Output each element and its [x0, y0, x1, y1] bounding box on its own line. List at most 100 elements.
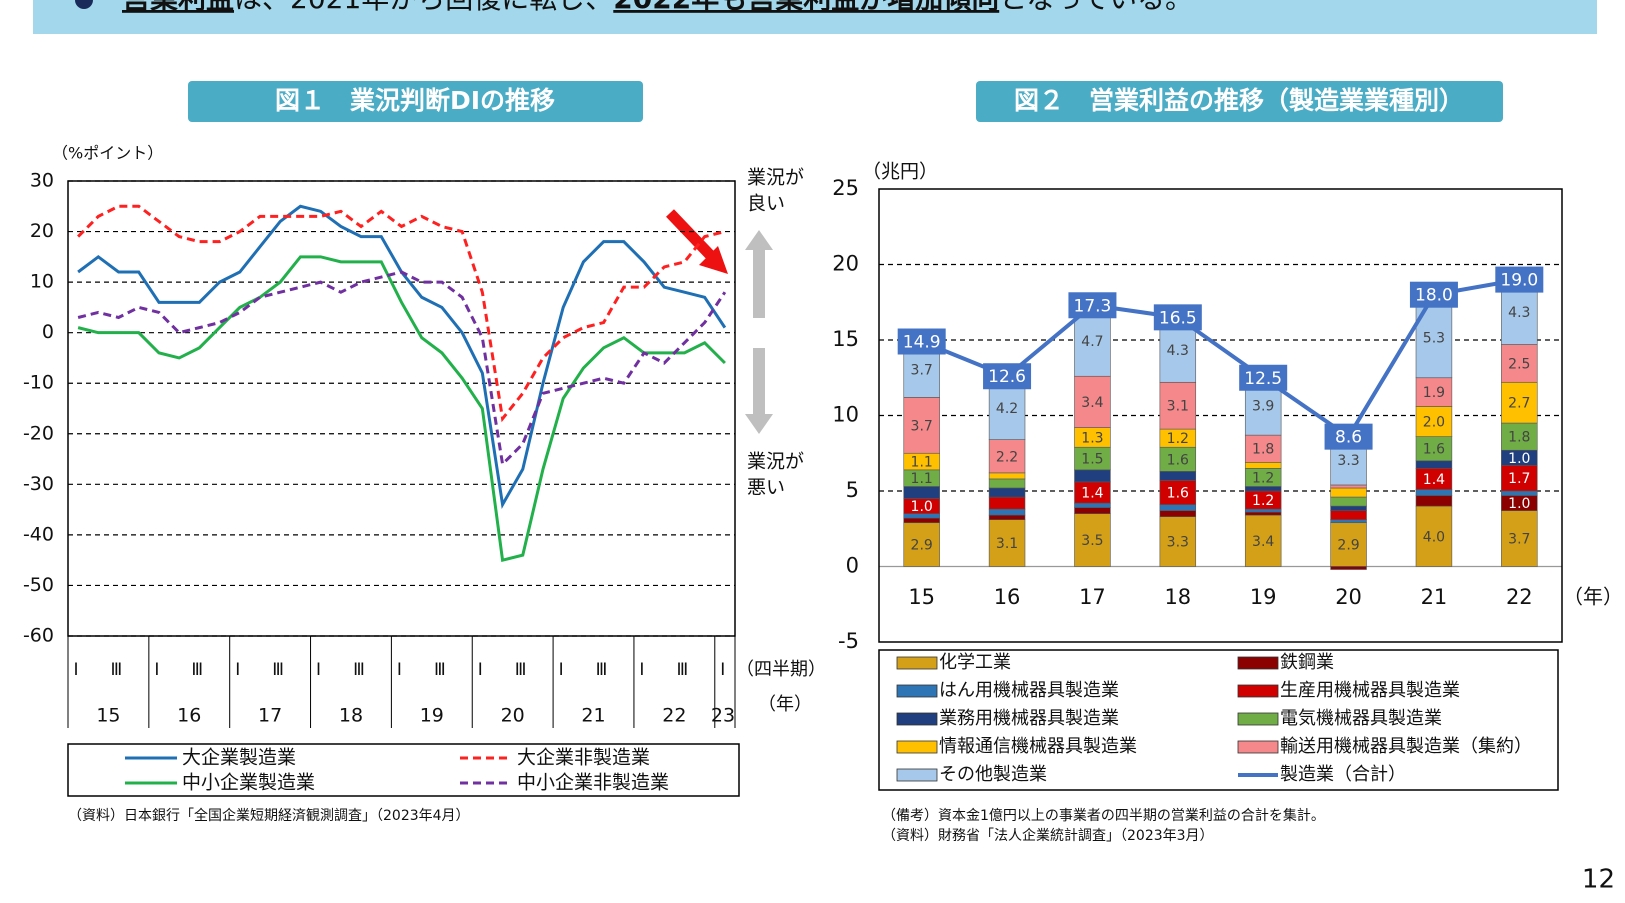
legend-label: 輸送用機械器具製造業（集約）	[1280, 736, 1532, 757]
page-number: 12	[1582, 865, 1615, 895]
bar-segment	[1159, 510, 1197, 517]
bar-segment	[1415, 489, 1453, 496]
header-part: 営業利益	[122, 0, 234, 15]
legend-label: はん用機械器具製造業	[939, 680, 1119, 701]
x-tick-label: 16	[994, 585, 1021, 609]
header-part: となっている。	[999, 0, 1193, 15]
legend-label: 鉄鋼業	[1280, 652, 1334, 673]
x-tick-label: 21	[1421, 585, 1448, 609]
x-period-label: （四半期）	[736, 659, 826, 680]
value-label: 2.5	[1508, 356, 1530, 372]
legend-label: 製造業（合計）	[1280, 764, 1406, 785]
value-label: 3.3	[1167, 535, 1189, 551]
legend-label: 大企業製造業	[182, 747, 296, 769]
value-label: 1.4	[1423, 472, 1445, 488]
legend-label: 生産用機械器具製造業	[1280, 680, 1460, 701]
total-label: 12.6	[988, 367, 1026, 387]
total-label: 16.5	[1159, 308, 1197, 328]
annotation: 業況が	[747, 451, 804, 473]
bar-segment	[988, 508, 1026, 516]
value-label: 2.0	[1423, 415, 1445, 431]
x-tick-label: 17	[1079, 585, 1106, 609]
x-tick-label: Ⅰ	[235, 660, 240, 680]
legend-label: 電気機械器具製造業	[1280, 708, 1442, 729]
y-tick-label: 0	[42, 321, 54, 343]
x-tick-label: Ⅲ	[596, 660, 608, 680]
y-tick-label: 10	[30, 271, 54, 293]
x-year-label: 21	[581, 705, 605, 727]
bar-segment	[1074, 513, 1111, 567]
y-tick-label: 20	[832, 252, 859, 276]
value-label: 2.9	[911, 538, 933, 554]
value-label: 3.3	[1337, 453, 1359, 469]
bar-segment	[1501, 381, 1538, 424]
bar-segment	[1501, 422, 1538, 451]
bar-segment	[1415, 406, 1453, 437]
value-label: 4.3	[1508, 305, 1530, 321]
bar-segment	[1074, 502, 1111, 508]
x-year-label: 16	[177, 705, 201, 727]
bar-segment	[1244, 511, 1282, 516]
x-year-unit: （年）	[758, 694, 812, 715]
value-label: 3.7	[1508, 532, 1530, 548]
bar-segment	[1159, 446, 1197, 472]
bar-segment	[1501, 465, 1538, 492]
x-tick-label: Ⅰ	[639, 660, 644, 680]
value-label: 1.5	[1081, 452, 1103, 468]
bullet	[75, 0, 93, 9]
bar-segment	[903, 486, 940, 499]
bar-segment	[1415, 460, 1453, 469]
bar-segment	[1330, 487, 1367, 498]
bar-segment	[988, 519, 1026, 567]
legend-label: その他製造業	[939, 764, 1047, 785]
bar-segment	[1244, 514, 1282, 567]
bar-segment	[1501, 490, 1538, 496]
x-tick-label: Ⅰ	[73, 660, 78, 680]
bar-segment	[1330, 519, 1367, 524]
total-label: 12.5	[1244, 369, 1282, 389]
bar-segment	[1244, 508, 1282, 513]
legend-label: 大企業非製造業	[517, 747, 650, 769]
x-tick-label: 20	[1335, 585, 1362, 609]
x-tick-label: Ⅰ	[720, 660, 725, 680]
bar-segment	[1074, 469, 1111, 483]
y-tick-label: 5	[846, 478, 859, 502]
bar-segment	[903, 517, 940, 524]
bar-segment	[1074, 507, 1111, 514]
total-marker	[1409, 281, 1458, 308]
value-label: 1.2	[1167, 431, 1189, 447]
bar-segment	[988, 487, 1026, 498]
x-tick-label: Ⅰ	[478, 660, 483, 680]
bar-segment	[1415, 377, 1453, 407]
value-label: 4.2	[996, 401, 1018, 417]
value-label: 1.1	[911, 471, 933, 487]
value-label: 4.3	[1167, 343, 1189, 359]
value-label: 3.9	[1252, 399, 1274, 415]
y-tick-label: 0	[846, 554, 859, 578]
value-label: 3.4	[1252, 534, 1274, 550]
x-tick-label: Ⅰ	[316, 660, 321, 680]
value-label: 5.3	[1423, 331, 1445, 347]
x-year-label: 18	[339, 705, 363, 727]
source-note: （資料）財務省「法人企業統計調査」（2023年3月）	[882, 827, 1214, 844]
down-arrow	[745, 348, 773, 434]
series-line	[77, 270, 727, 468]
chart-title: 図１ 業況判断DIの推移	[275, 86, 555, 115]
trend-arrow-head	[699, 246, 728, 274]
value-label: 3.7	[911, 418, 933, 434]
value-label: 1.9	[1423, 385, 1445, 401]
y-tick-label: 15	[832, 327, 859, 351]
annotation: 良い	[747, 193, 785, 215]
bar-segment	[1074, 375, 1111, 428]
total-marker	[1324, 423, 1373, 450]
value-label: 1.0	[911, 499, 933, 515]
bar-segment	[1159, 381, 1197, 430]
bar-segment	[1415, 505, 1453, 567]
value-label: 1.8	[1508, 430, 1530, 446]
plot-frame	[67, 180, 736, 637]
bar-segment	[1159, 516, 1197, 567]
value-label: 1.2	[1252, 470, 1274, 486]
value-label: 3.5	[1081, 533, 1103, 549]
value-label: 1.7	[1508, 471, 1530, 487]
plot-frame	[878, 188, 1563, 643]
